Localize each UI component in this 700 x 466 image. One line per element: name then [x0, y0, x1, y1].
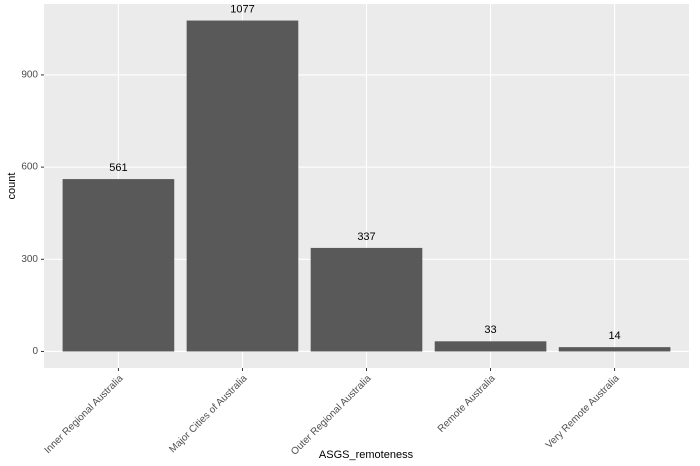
- y-axis-title: count: [6, 173, 18, 200]
- y-tick-label: 300: [21, 254, 38, 265]
- y-tick-label: 900: [21, 70, 38, 81]
- y-tick-label: 600: [21, 162, 38, 173]
- x-axis-title: ASGS_remoteness: [319, 449, 414, 461]
- bar: [434, 341, 547, 352]
- x-tick-label: Major Cities of Australia: [167, 373, 249, 455]
- bar: [62, 179, 175, 352]
- bar: [186, 20, 299, 352]
- value-label: 33: [484, 324, 496, 336]
- value-label: 337: [357, 231, 375, 243]
- value-label: 1077: [230, 3, 254, 15]
- y-tick-label: 0: [32, 346, 38, 357]
- value-label: 561: [109, 162, 127, 174]
- x-tick-label: Inner Regional Australia: [43, 373, 126, 456]
- x-tick-label: Very Remote Australia: [544, 373, 622, 451]
- value-label: 14: [608, 330, 620, 342]
- x-tick-label: Outer Regional Australia: [289, 373, 374, 458]
- bar: [558, 347, 671, 352]
- bar: [310, 247, 423, 352]
- x-tick-label: Remote Australia: [436, 373, 498, 435]
